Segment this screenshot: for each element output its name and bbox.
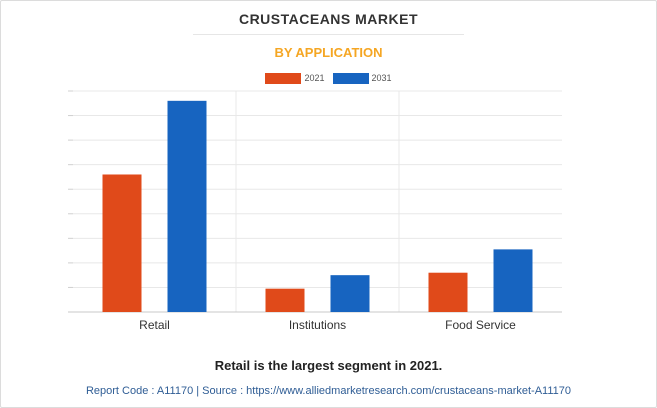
chart-caption: Retail is the largest segment in 2021. <box>214 358 443 373</box>
legend-label-2021: 2021 <box>304 73 325 83</box>
title-divider <box>193 34 464 35</box>
bar-institutions-2021 <box>265 288 305 312</box>
legend-item-2021: 2021 <box>265 72 325 84</box>
legend-swatch-2031 <box>332 72 369 84</box>
legend-swatch-2021 <box>265 72 302 84</box>
x-tick-label: Food Service <box>445 318 516 332</box>
chart-legend: 2021 2031 <box>0 71 657 85</box>
chart-title: CRUSTACEANS MARKET <box>238 11 419 27</box>
x-tick-label: Institutions <box>289 318 346 332</box>
x-tick-label: Retail <box>139 318 170 332</box>
bar-food-service-2021 <box>428 272 468 312</box>
legend-item-2031: 2031 <box>332 72 392 84</box>
bar-food-service-2031 <box>493 249 533 312</box>
source-line: Report Code : A11170 | Source : https://… <box>85 385 572 397</box>
legend-label-2031: 2031 <box>371 73 392 83</box>
bar-retail-2031 <box>167 100 207 312</box>
bar-institutions-2031 <box>330 275 370 312</box>
chart-subtitle: BY APPLICATION <box>274 45 383 60</box>
bar-retail-2021 <box>102 174 142 312</box>
